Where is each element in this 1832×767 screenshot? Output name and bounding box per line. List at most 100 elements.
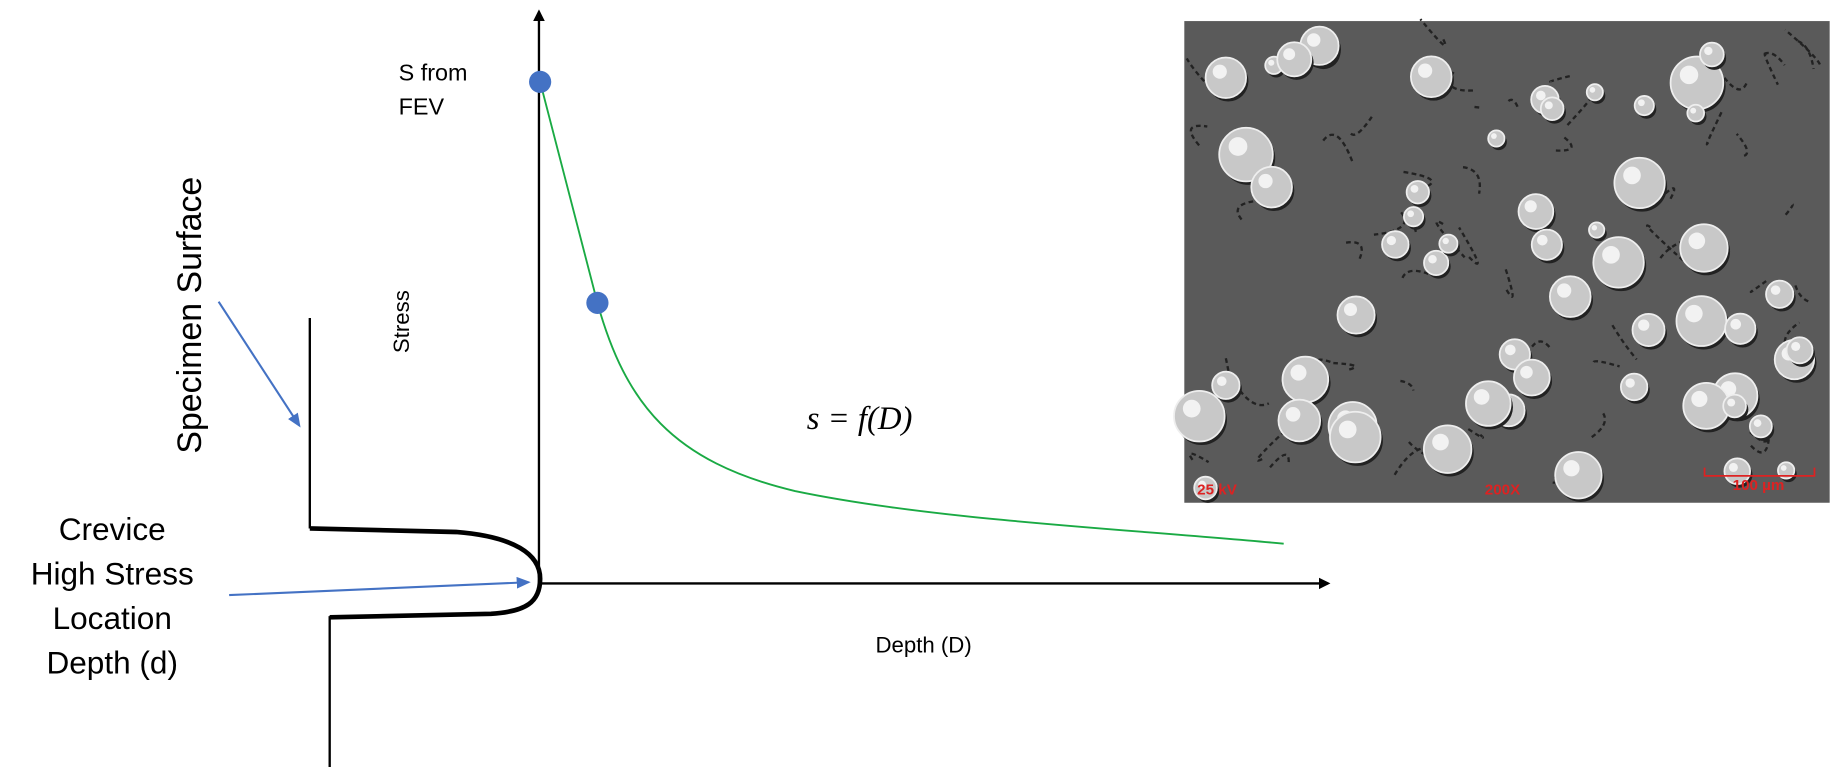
texture	[1467, 428, 1485, 439]
crevice-profile	[309, 526, 543, 620]
texture	[1290, 364, 1307, 381]
texture	[1690, 107, 1697, 114]
texture	[1285, 406, 1301, 422]
texture	[1730, 318, 1742, 330]
texture	[1204, 56, 1247, 99]
texture	[1507, 98, 1519, 108]
texture	[1659, 238, 1688, 259]
texture	[1336, 295, 1376, 335]
stress-curve	[539, 81, 1284, 545]
scale-bar	[1703, 467, 1816, 477]
micrograph	[1173, 18, 1830, 503]
texture	[1283, 48, 1296, 61]
texture	[1785, 336, 1814, 365]
texture	[1638, 99, 1645, 107]
texture	[1386, 235, 1397, 246]
texture	[1557, 283, 1572, 298]
texture	[1613, 156, 1666, 210]
texture	[1216, 376, 1227, 387]
texture	[1182, 399, 1201, 418]
texture	[1432, 433, 1449, 451]
texture	[1338, 420, 1357, 439]
texture	[1402, 170, 1434, 188]
texture	[1410, 184, 1419, 193]
texture	[1211, 370, 1241, 400]
texture	[1625, 378, 1635, 388]
texture	[1517, 193, 1555, 230]
texture	[1345, 241, 1363, 263]
texture	[1212, 64, 1227, 79]
texture	[1418, 63, 1433, 78]
texture	[1675, 295, 1728, 347]
texture	[1530, 228, 1563, 261]
texture	[1258, 173, 1273, 189]
texture	[1728, 462, 1738, 472]
texture	[1592, 360, 1620, 368]
texture	[1268, 59, 1275, 66]
texture	[1400, 379, 1415, 391]
texture	[1504, 344, 1516, 356]
texture	[1631, 313, 1666, 347]
texture	[1343, 302, 1358, 316]
texture	[1563, 460, 1580, 477]
annotation: S from	[399, 60, 468, 86]
texture	[1623, 166, 1641, 185]
crevice-label: Depth (d)	[46, 644, 178, 680]
texture	[1686, 103, 1705, 123]
texture	[1381, 230, 1410, 259]
texture	[1591, 225, 1598, 231]
texture	[1350, 114, 1374, 136]
texture	[1619, 372, 1649, 402]
texture	[1554, 451, 1603, 500]
texture	[1474, 105, 1481, 109]
pointer-arrow	[217, 301, 301, 428]
texture	[1784, 203, 1794, 216]
micrograph-label: 25 kV	[1197, 482, 1238, 499]
micrograph-label: 100 µm	[1733, 477, 1785, 494]
texture	[1770, 285, 1781, 295]
texture	[1407, 210, 1415, 218]
point	[529, 70, 552, 93]
texture	[1748, 414, 1773, 439]
texture	[1524, 200, 1537, 213]
texture	[1602, 245, 1620, 264]
texture	[1473, 389, 1490, 405]
texture	[1699, 41, 1725, 68]
x-axis-label: Depth (D)	[875, 632, 971, 657]
texture	[1198, 480, 1207, 489]
texture	[1322, 133, 1354, 163]
texture	[1638, 319, 1650, 331]
texture	[1592, 236, 1645, 289]
micrograph-label: 200X	[1485, 482, 1520, 499]
texture	[1753, 419, 1762, 427]
texture	[1422, 424, 1473, 474]
texture	[1724, 312, 1757, 345]
texture	[1281, 355, 1330, 404]
texture	[1685, 304, 1703, 323]
texture	[1423, 249, 1450, 276]
texture	[1373, 211, 1406, 236]
texture	[1465, 380, 1512, 427]
texture	[1765, 279, 1795, 309]
annotation: FEV	[399, 94, 445, 120]
texture	[1250, 165, 1293, 209]
texture	[1791, 341, 1801, 351]
texture	[1549, 75, 1571, 84]
crevice-label: High Stress	[31, 556, 194, 592]
point	[586, 291, 609, 314]
y-axis-label: Stress	[389, 290, 414, 353]
texture	[1705, 110, 1724, 146]
texture	[1228, 137, 1248, 156]
texture	[1188, 452, 1210, 464]
texture	[1549, 275, 1592, 318]
texture	[1688, 232, 1706, 250]
texture	[1633, 95, 1655, 117]
texture	[1403, 206, 1425, 228]
texture	[1513, 358, 1551, 397]
texture	[1329, 410, 1382, 464]
texture	[1794, 285, 1811, 303]
texture	[1691, 390, 1708, 407]
crevice-label: Location	[53, 600, 172, 636]
texture	[1611, 324, 1638, 361]
